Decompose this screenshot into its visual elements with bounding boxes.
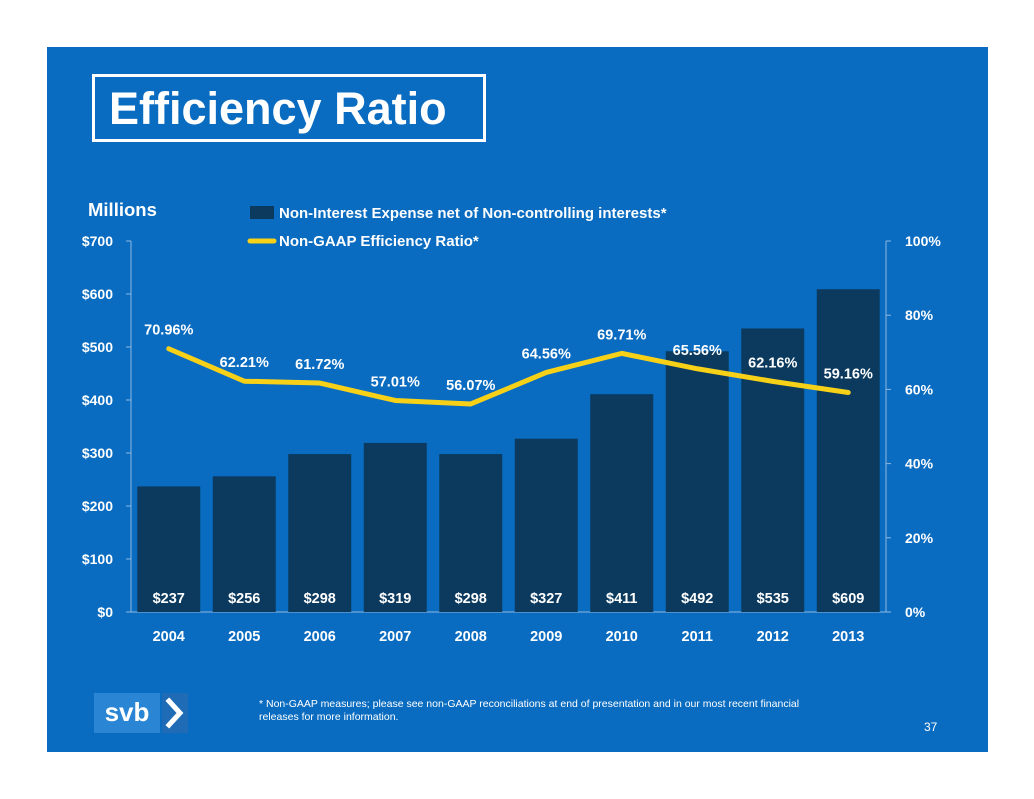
line-value-label: 65.56% [673, 343, 722, 359]
x-tick-label: 2005 [228, 629, 260, 645]
y-right-tick-label: 40% [905, 456, 934, 472]
x-tick-label: 2006 [304, 629, 336, 645]
x-tick-label: 2008 [455, 629, 487, 645]
x-tick-label: 2012 [757, 629, 789, 645]
line-value-label: 59.16% [824, 367, 873, 383]
line-value-label: 69.71% [597, 327, 646, 343]
bar-value-label: $327 [530, 591, 562, 607]
bar-value-label: $298 [455, 591, 487, 607]
bar-2011 [665, 351, 729, 612]
x-tick-label: 2004 [153, 629, 185, 645]
y-left-tick-label: $100 [82, 551, 113, 567]
bar-value-label: $609 [832, 591, 864, 607]
bar-value-label: $298 [304, 591, 336, 607]
y-right-tick-label: 20% [905, 530, 934, 546]
bar-value-label: $237 [153, 591, 185, 607]
x-tick-label: 2013 [832, 629, 864, 645]
x-tick-label: 2009 [530, 629, 562, 645]
bar-value-label: $411 [606, 591, 637, 607]
y-right-tick-label: 60% [905, 381, 934, 397]
y-right-tick-label: 0% [905, 604, 926, 620]
efficiency-chart: $0 $100 $200 $300 $400 $500 $600 $700 0% 20% 40% 60… [82, 199, 942, 645]
page-number: 37 [924, 720, 938, 734]
slide: Efficiency Ratio $0 $100 $200 $300 $400 $500 $… [47, 47, 988, 752]
bar-2005 [212, 476, 276, 612]
bar-2006 [288, 454, 352, 612]
title-box: Efficiency Ratio [92, 74, 486, 142]
bar-2007 [363, 442, 427, 612]
y-axis-unit-label: Millions [88, 199, 157, 220]
y-left-tick-label: $0 [97, 604, 113, 620]
y-left-tick-label: $600 [82, 286, 113, 302]
bar-value-label: $535 [757, 591, 789, 607]
x-tick-label: 2007 [379, 629, 411, 645]
legend-line-label: Non-GAAP Efficiency Ratio* [279, 233, 479, 250]
x-tick-label: 2011 [682, 629, 713, 645]
svb-logo: svb [94, 693, 188, 733]
y-left-tick-label: $500 [82, 339, 113, 355]
legend-bar-label: Non-Interest Expense net of Non-controll… [279, 205, 667, 222]
line-value-label: 61.72% [295, 357, 344, 373]
y-right-tick-label: 80% [905, 307, 934, 323]
legend-bar-swatch [250, 206, 274, 219]
line-value-label: 56.07% [446, 378, 495, 394]
y-left-tick-label: $300 [82, 445, 113, 461]
y-right-tick-label: 100% [905, 233, 941, 249]
footnote: * Non-GAAP measures; please see non-GAAP… [259, 698, 800, 723]
line-value-label: 62.21% [220, 355, 269, 371]
bar-value-label: $319 [379, 591, 411, 607]
bar-value-label: $492 [681, 591, 713, 607]
bar-2013 [816, 289, 880, 612]
svb-logo-text: svb [94, 693, 160, 733]
line-value-label: 64.56% [522, 346, 571, 362]
y-left-tick-label: $200 [82, 498, 113, 514]
bar-2004 [137, 486, 201, 612]
line-value-label: 70.96% [144, 323, 193, 339]
line-value-label: 62.16% [748, 355, 797, 371]
slide-title: Efficiency Ratio [109, 83, 447, 134]
bar-2010 [590, 394, 654, 612]
y-left-tick-label: $400 [82, 392, 113, 408]
line-value-label: 57.01% [371, 374, 420, 390]
y-left-tick-label: $700 [82, 233, 113, 249]
bar-2009 [514, 438, 578, 612]
efficiency-ratio-line [166, 346, 851, 407]
bar-2008 [439, 454, 503, 612]
bar-value-label: $256 [228, 591, 260, 607]
chevron-right-icon [162, 693, 188, 733]
x-tick-label: 2010 [606, 629, 638, 645]
